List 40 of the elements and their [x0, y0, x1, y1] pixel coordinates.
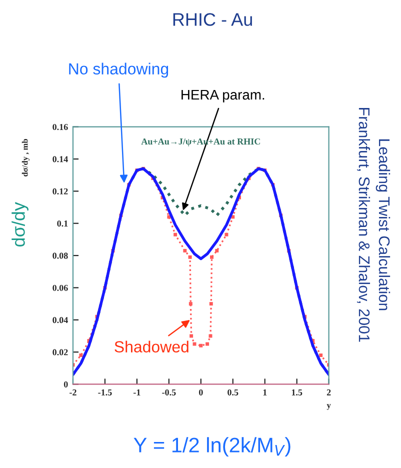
- point: [199, 344, 203, 348]
- y-tick-label: 0: [64, 381, 68, 388]
- x-tick-label: -1.5: [98, 389, 112, 396]
- x-tick-label: 0.5: [228, 389, 238, 396]
- y-tick-label: 0.1: [57, 220, 68, 227]
- annotation: Shadowed: [114, 340, 188, 352]
- annotation: No shadowing: [69, 62, 168, 78]
- x-tick-label: -1: [134, 389, 140, 396]
- y-tick-label: 0.12: [52, 188, 68, 194]
- point: [319, 354, 323, 358]
- text: Leading Twist Calculation: [376, 139, 390, 310]
- point: [174, 232, 178, 236]
- x-tick-label: -2: [70, 389, 76, 396]
- point: [224, 232, 228, 236]
- y-tick-label: 0.14: [52, 156, 68, 162]
- text: Y = 1/2 ln(2k/M$_{V}$): [134, 437, 290, 457]
- point: [188, 302, 192, 306]
- y-tick-label: 0.06: [52, 284, 68, 291]
- y-tick-label: 0.02: [52, 349, 68, 356]
- x-tick-label: 0: [198, 389, 203, 396]
- y-tick-label: 0.08: [52, 252, 68, 259]
- x-tick-label: -0.5: [162, 389, 176, 396]
- y-axis-title: dσ/dy , mb: [22, 138, 30, 176]
- chart-title: RHIC - Au: [173, 13, 252, 26]
- y-tick-label: 0.16: [52, 124, 68, 130]
- point: [209, 302, 213, 306]
- point: [210, 255, 214, 259]
- point: [215, 248, 219, 252]
- point: [188, 255, 192, 259]
- point: [79, 354, 83, 358]
- point: [190, 334, 194, 338]
- annotation: HERA param.: [182, 90, 264, 102]
- x-axis-title: y: [326, 404, 331, 410]
- y-tick-label: 0.04: [52, 317, 68, 324]
- point: [183, 248, 187, 252]
- x-tick-label: 1.5: [292, 389, 302, 396]
- text: dσ/dy: [12, 202, 28, 247]
- x-tick-label: 1: [263, 389, 267, 396]
- x-tick-label: 2: [326, 389, 331, 396]
- text: Frankfurt, Strikman & Zhalov, 2001: [357, 108, 370, 342]
